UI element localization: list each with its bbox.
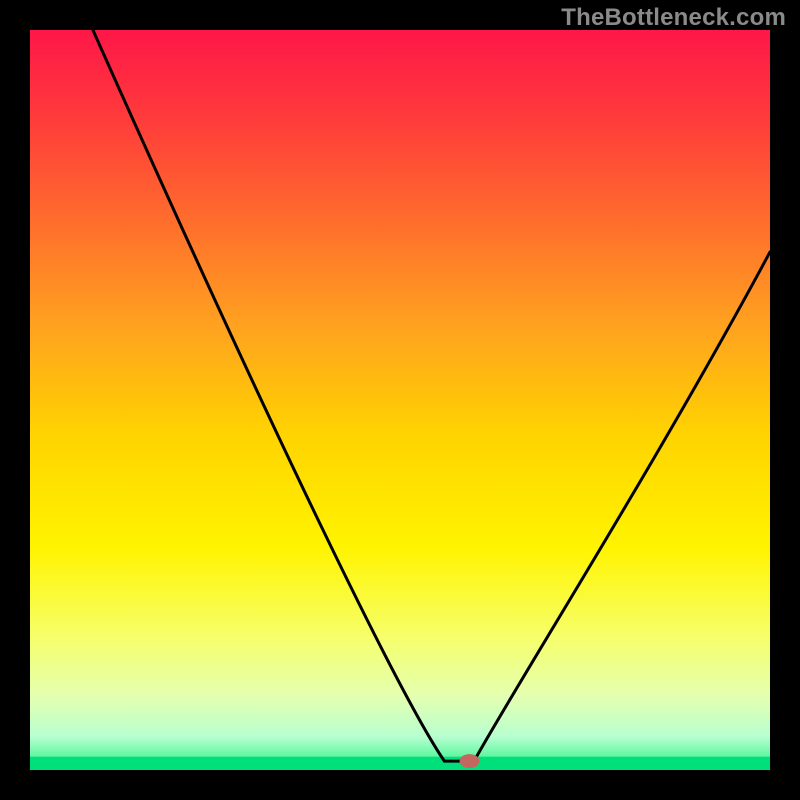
plot-area <box>30 30 770 770</box>
bottom-green-band <box>30 757 770 770</box>
chart-container: TheBottleneck.com <box>0 0 800 800</box>
watermark-text: TheBottleneck.com <box>561 4 786 32</box>
chart-svg <box>30 30 770 770</box>
valley-marker <box>460 754 480 768</box>
